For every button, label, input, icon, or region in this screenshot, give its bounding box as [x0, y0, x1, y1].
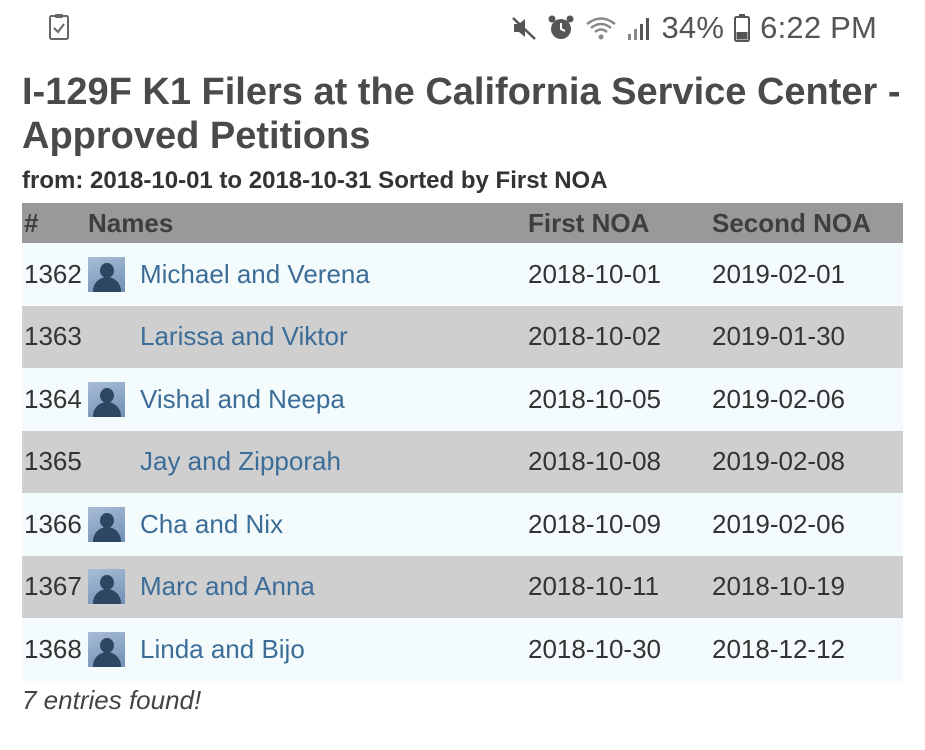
- header-names[interactable]: Names: [88, 207, 174, 238]
- name-cell: Michael and Verena: [88, 256, 528, 292]
- name-cell: Larissa and Viktor: [88, 319, 528, 354]
- row-number: 1368: [24, 633, 82, 664]
- alarm-icon: [548, 15, 574, 39]
- row-number: 1362: [24, 258, 82, 289]
- status-indicators: 34% 6:22 PM: [511, 10, 877, 46]
- second-noa-date: 2018-10-19: [712, 571, 845, 602]
- first-noa-date: 2018-10-05: [528, 383, 661, 414]
- wifi-icon: [586, 17, 617, 40]
- filer-name-link[interactable]: Cha and Nix: [140, 508, 284, 539]
- avatar[interactable]: [88, 256, 125, 292]
- status-bar: 34% 6:22 PM: [0, 0, 925, 62]
- filer-name-link[interactable]: Jay and Zipporah: [140, 446, 341, 477]
- petitions-table: # Names First NOA Second NOA 1362 Michae…: [22, 203, 903, 681]
- table-row: 1362 Michael and Verena 2018-10-01 2019-…: [22, 243, 903, 306]
- first-noa-date: 2018-10-11: [528, 571, 660, 602]
- avatar-placeholder: [88, 444, 125, 479]
- battery-icon: [734, 14, 751, 42]
- name-cell: Vishal and Neepa: [88, 381, 528, 417]
- filer-name-link[interactable]: Larissa and Viktor: [140, 321, 348, 352]
- name-cell: Linda and Bijo: [88, 631, 528, 667]
- date-range-subtitle: from: 2018-10-01 to 2018-10-31 Sorted by…: [22, 167, 608, 194]
- header-second-noa[interactable]: Second NOA: [712, 207, 871, 238]
- header-first-noa[interactable]: First NOA: [528, 207, 650, 238]
- avatar[interactable]: [88, 569, 125, 605]
- first-noa-date: 2018-10-08: [528, 446, 661, 477]
- first-noa-date: 2018-10-09: [528, 508, 661, 539]
- table-row: 1365 Jay and Zipporah 2018-10-08 2019-02…: [22, 430, 903, 493]
- row-number: 1364: [24, 383, 82, 414]
- avatar-placeholder: [88, 319, 125, 354]
- first-noa-date: 2018-10-01: [528, 258, 661, 289]
- filer-name-link[interactable]: Michael and Verena: [140, 258, 370, 289]
- first-noa-date: 2018-10-02: [528, 321, 661, 352]
- row-number: 1365: [24, 446, 82, 477]
- row-number: 1367: [24, 571, 82, 602]
- avatar[interactable]: [88, 631, 125, 667]
- filer-name-link[interactable]: Linda and Bijo: [140, 633, 305, 664]
- name-cell: Jay and Zipporah: [88, 444, 528, 479]
- signal-icon: [628, 18, 650, 40]
- name-cell: Marc and Anna: [88, 569, 528, 605]
- page-title: I-129F K1 Filers at the California Servi…: [22, 71, 901, 157]
- second-noa-date: 2019-02-06: [712, 383, 845, 414]
- table-row: 1367 Marc and Anna 2018-10-11 2018-10-19: [22, 555, 903, 618]
- avatar[interactable]: [88, 506, 125, 542]
- filer-name-link[interactable]: Vishal and Neepa: [140, 383, 345, 414]
- clipboard-check-icon: [49, 14, 69, 40]
- table-row: 1363 Larissa and Viktor 2018-10-02 2019-…: [22, 305, 903, 368]
- second-noa-date: 2019-02-08: [712, 446, 845, 477]
- avatar[interactable]: [88, 381, 125, 417]
- second-noa-date: 2018-12-12: [712, 633, 845, 664]
- name-cell: Cha and Nix: [88, 506, 528, 542]
- filer-name-link[interactable]: Marc and Anna: [140, 571, 315, 602]
- second-noa-date: 2019-01-30: [712, 321, 845, 352]
- mute-icon: [512, 17, 537, 40]
- row-number: 1363: [24, 321, 82, 352]
- first-noa-date: 2018-10-30: [528, 633, 661, 664]
- battery-percent: 34%: [661, 10, 725, 45]
- header-number[interactable]: #: [24, 207, 39, 238]
- row-number: 1366: [24, 508, 82, 539]
- second-noa-date: 2019-02-06: [712, 508, 845, 539]
- table-row: 1368 Linda and Bijo 2018-10-30 2018-12-1…: [22, 618, 903, 681]
- clock-time: 6:22 PM: [760, 10, 877, 45]
- table-row: 1364 Vishal and Neepa 2018-10-05 2019-02…: [22, 368, 903, 431]
- table-row: 1366 Cha and Nix 2018-10-09 2019-02-06: [22, 493, 903, 556]
- entries-found-text: 7 entries found!: [22, 685, 202, 715]
- second-noa-date: 2019-02-01: [712, 258, 845, 289]
- table-header: # Names First NOA Second NOA: [22, 203, 903, 243]
